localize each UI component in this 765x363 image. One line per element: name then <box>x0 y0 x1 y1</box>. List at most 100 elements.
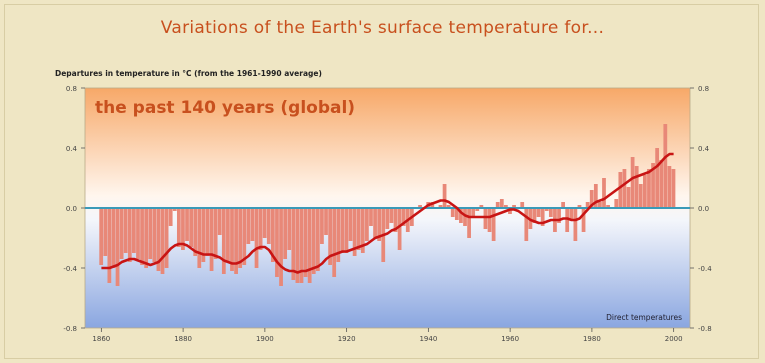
bar-1918 <box>336 208 341 262</box>
bar-1981 <box>593 184 598 208</box>
bar-1861 <box>103 208 108 256</box>
bar-1877 <box>168 208 173 226</box>
bar-1991 <box>634 166 639 208</box>
x-tick-label: 1980 <box>583 335 601 343</box>
bar-1984 <box>606 205 610 208</box>
bar-1863 <box>111 208 116 268</box>
bar-1911 <box>307 208 312 283</box>
bar-1891 <box>226 208 230 262</box>
bar-1862 <box>107 208 112 283</box>
y-tick-label-left: 0.8 <box>66 85 77 93</box>
bar-1961 <box>512 205 516 208</box>
bar-1938 <box>418 205 422 208</box>
bar-1934 <box>401 208 406 226</box>
y-tick-label-right: 0.0 <box>698 205 709 213</box>
bar-1986 <box>614 199 619 208</box>
bar-1924 <box>360 208 365 253</box>
y-tick-label-left: 0.4 <box>66 145 78 153</box>
bar-1966 <box>532 208 537 223</box>
bar-1976 <box>573 208 578 241</box>
bar-1998 <box>663 124 668 208</box>
x-tick-label: 1900 <box>256 335 274 343</box>
bar-1995 <box>651 163 655 208</box>
bar-1973 <box>561 202 565 208</box>
bar-1927 <box>373 208 377 238</box>
bar-1979 <box>585 202 590 208</box>
bar-1957 <box>495 202 500 208</box>
bar-1922 <box>352 208 357 256</box>
bar-1903 <box>275 208 279 277</box>
y-axis-description: Departures in temperature in °C (from th… <box>55 69 322 78</box>
bar-1897 <box>250 208 255 241</box>
bar-1963 <box>520 202 525 208</box>
bar-1917 <box>332 208 337 277</box>
bar-1919 <box>340 208 345 253</box>
bar-1906 <box>287 208 292 250</box>
bar-1926 <box>369 208 373 226</box>
bar-1968 <box>540 208 545 226</box>
bar-1996 <box>655 148 660 208</box>
legend-label: Direct temperatures <box>606 313 682 322</box>
bar-1993 <box>642 175 647 208</box>
bar-1914 <box>320 208 324 244</box>
bar-1895 <box>242 208 247 265</box>
bar-1876 <box>164 208 169 268</box>
panel-title: the past 140 years (global) <box>95 98 355 118</box>
bar-1872 <box>148 208 153 259</box>
bar-1869 <box>136 208 140 259</box>
bar-1887 <box>209 208 214 271</box>
bar-1999 <box>667 166 672 208</box>
bar-1978 <box>581 208 586 232</box>
y-tick-label-right: -0.8 <box>698 325 712 333</box>
bar-1907 <box>291 208 296 280</box>
bar-1969 <box>544 208 549 211</box>
bar-1899 <box>258 208 263 250</box>
bar-1874 <box>156 208 161 271</box>
bar-1944 <box>442 184 447 208</box>
bar-1994 <box>647 169 651 208</box>
bar-1886 <box>205 208 210 256</box>
bar-1916 <box>328 208 332 265</box>
bar-1905 <box>283 208 288 259</box>
bar-1882 <box>189 208 193 247</box>
bar-1932 <box>393 208 398 232</box>
bar-1982 <box>598 202 602 208</box>
bar-1871 <box>144 208 149 268</box>
bar-1912 <box>311 208 316 274</box>
bar-1956 <box>491 208 496 241</box>
bar-1964 <box>524 208 529 241</box>
bar-1873 <box>152 208 157 262</box>
bar-1970 <box>548 208 553 217</box>
bar-1893 <box>234 208 238 274</box>
bar-1913 <box>315 208 320 271</box>
x-tick-label: 1860 <box>92 335 110 343</box>
bar-1950 <box>467 208 471 238</box>
y-tick-label-left: 0.0 <box>66 205 77 213</box>
x-tick-label: 1880 <box>174 335 192 343</box>
bar-1860 <box>99 208 104 265</box>
y-tick-label-right: -0.4 <box>698 265 712 273</box>
bar-1900 <box>262 208 267 238</box>
bar-1879 <box>176 208 181 247</box>
y-tick-label-right: 0.4 <box>698 145 710 153</box>
bar-1866 <box>123 208 128 253</box>
bar-1977 <box>577 205 582 208</box>
x-tick-label: 1940 <box>419 335 437 343</box>
bar-1923 <box>356 208 361 250</box>
bar-1931 <box>389 208 394 223</box>
bar-1960 <box>508 208 512 214</box>
bar-1953 <box>479 205 484 208</box>
bar-1909 <box>299 208 304 283</box>
bar-1892 <box>230 208 234 271</box>
bar-1980 <box>589 190 594 208</box>
bar-1894 <box>238 208 243 268</box>
bar-1896 <box>246 208 251 244</box>
bar-1987 <box>618 172 623 208</box>
bar-1921 <box>348 208 353 241</box>
y-tick-label-left: -0.4 <box>63 265 77 273</box>
bar-1925 <box>365 208 369 241</box>
bar-1890 <box>221 208 226 274</box>
bar-1972 <box>557 208 561 223</box>
bar-1975 <box>569 208 574 220</box>
bar-1955 <box>487 208 492 232</box>
